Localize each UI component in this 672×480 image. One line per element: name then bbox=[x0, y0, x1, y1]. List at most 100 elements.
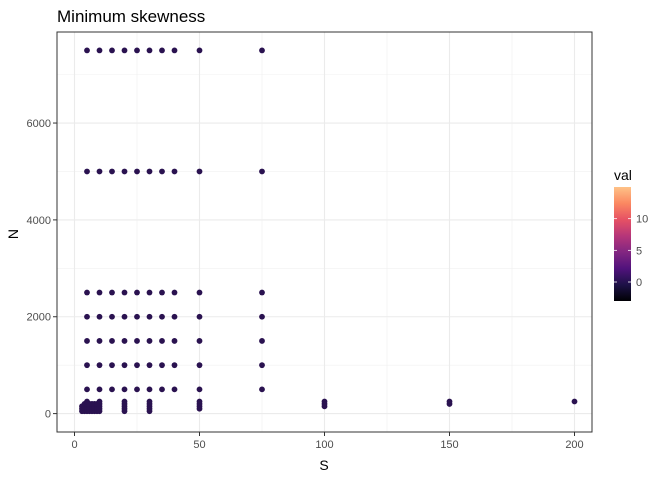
data-point bbox=[146, 289, 153, 296]
legend-tick-label: 10 bbox=[636, 214, 648, 226]
data-point bbox=[171, 338, 178, 344]
data-point bbox=[259, 362, 265, 369]
data-point bbox=[159, 362, 165, 369]
data-point bbox=[134, 362, 140, 369]
data-point bbox=[196, 47, 203, 54]
data-point bbox=[159, 289, 165, 296]
y-axis-title: N bbox=[5, 229, 21, 239]
x-tick-label: 0 bbox=[71, 439, 77, 451]
legend-tick-label: 5 bbox=[636, 245, 642, 257]
data-point bbox=[196, 168, 203, 175]
x-axis-ticks: 0 50 100 150 200 bbox=[71, 432, 584, 451]
data-point bbox=[96, 398, 103, 405]
data-point bbox=[109, 386, 115, 393]
data-point bbox=[84, 289, 90, 296]
data-point bbox=[109, 338, 115, 344]
color-legend: val 0 5 10 bbox=[614, 167, 648, 301]
data-point bbox=[96, 386, 103, 393]
data-point bbox=[171, 362, 178, 369]
data-point bbox=[171, 47, 178, 54]
data-point bbox=[571, 398, 578, 405]
legend-title: val bbox=[614, 167, 632, 183]
y-tick-label: 6000 bbox=[27, 118, 51, 130]
data-point bbox=[121, 168, 128, 175]
data-point bbox=[196, 289, 203, 296]
data-point bbox=[196, 313, 203, 320]
data-point bbox=[96, 289, 103, 296]
y-tick-label: 4000 bbox=[27, 215, 51, 227]
data-point bbox=[96, 338, 103, 344]
data-point bbox=[146, 362, 153, 369]
data-point bbox=[196, 386, 203, 393]
data-point bbox=[159, 313, 165, 320]
data-point bbox=[96, 168, 103, 175]
data-point bbox=[171, 168, 178, 175]
data-point bbox=[146, 47, 153, 54]
data-point bbox=[84, 313, 90, 320]
data-point bbox=[171, 289, 178, 296]
data-point bbox=[109, 47, 115, 54]
data-point bbox=[134, 386, 140, 393]
data-point bbox=[121, 47, 128, 54]
data-point bbox=[84, 168, 90, 175]
data-point bbox=[84, 338, 90, 344]
data-point bbox=[134, 313, 140, 320]
data-point bbox=[109, 313, 115, 320]
data-point bbox=[159, 338, 165, 344]
data-point bbox=[121, 386, 128, 393]
data-point bbox=[121, 362, 128, 369]
data-point bbox=[259, 47, 265, 54]
data-point bbox=[171, 386, 178, 393]
data-point bbox=[96, 362, 103, 369]
data-point bbox=[259, 289, 265, 296]
data-point bbox=[121, 398, 128, 405]
chart-title: Minimum skewness bbox=[57, 7, 205, 26]
data-point bbox=[159, 47, 165, 54]
x-tick-label: 150 bbox=[440, 439, 458, 451]
data-point bbox=[146, 398, 153, 405]
data-point bbox=[96, 313, 103, 320]
data-point bbox=[159, 386, 165, 393]
data-point bbox=[259, 313, 265, 320]
x-tick-label: 100 bbox=[315, 439, 333, 451]
y-tick-label: 2000 bbox=[27, 312, 51, 324]
data-point bbox=[196, 398, 203, 405]
y-tick-label: 0 bbox=[45, 409, 51, 421]
legend-colorbar bbox=[614, 187, 631, 301]
data-point bbox=[196, 338, 203, 344]
data-point bbox=[134, 168, 140, 175]
data-point bbox=[134, 289, 140, 296]
data-points bbox=[79, 47, 578, 415]
data-point bbox=[109, 168, 115, 175]
data-point bbox=[146, 338, 153, 344]
data-point bbox=[259, 168, 265, 175]
legend-tick-label: 0 bbox=[636, 277, 642, 289]
data-point bbox=[171, 313, 178, 320]
x-tick-label: 50 bbox=[193, 439, 205, 451]
data-point bbox=[134, 47, 140, 54]
data-point bbox=[259, 338, 265, 344]
data-point bbox=[146, 313, 153, 320]
data-point bbox=[84, 386, 90, 393]
data-point bbox=[321, 398, 328, 405]
data-point bbox=[259, 386, 265, 393]
data-point bbox=[84, 47, 90, 54]
data-point bbox=[146, 386, 153, 393]
data-point bbox=[121, 313, 128, 320]
data-point bbox=[121, 338, 128, 344]
data-point bbox=[109, 362, 115, 369]
data-point bbox=[159, 168, 165, 175]
data-point bbox=[134, 338, 140, 344]
data-point bbox=[84, 362, 90, 369]
data-point bbox=[146, 168, 153, 175]
data-point bbox=[446, 398, 453, 405]
gridlines bbox=[57, 32, 592, 432]
data-point bbox=[96, 47, 103, 54]
x-tick-label: 200 bbox=[565, 439, 583, 451]
data-point bbox=[109, 289, 115, 296]
x-axis-title: S bbox=[319, 457, 328, 473]
data-point bbox=[196, 362, 203, 369]
y-axis-ticks: 0 2000 4000 6000 bbox=[27, 118, 57, 421]
data-point bbox=[121, 289, 128, 296]
